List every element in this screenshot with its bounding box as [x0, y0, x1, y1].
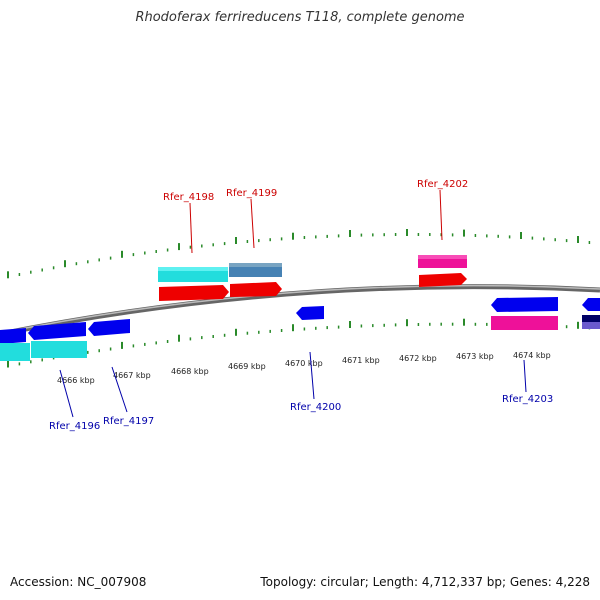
- gene-arrow-rfer-4204[interactable]: [582, 298, 600, 311]
- scale-label-4671: 4671 kbp: [342, 356, 380, 365]
- gene-arrow-rfer-4195[interactable]: [0, 328, 26, 344]
- gene-label-rfer-4202[interactable]: Rfer_4202: [417, 179, 468, 190]
- genome-backbone: [0, 284, 600, 337]
- scale-label-4667: 4667 kbp: [113, 371, 151, 380]
- feature-navy-rfer-4204[interactable]: [582, 315, 600, 322]
- gene-label-rfer-4198[interactable]: Rfer_4198: [163, 192, 214, 203]
- scale-label-4673: 4673 kbp: [456, 352, 494, 361]
- tick-row-top: [7, 229, 591, 279]
- gene-arrow-rfer-4200[interactable]: [296, 306, 324, 320]
- reverse-features: [0, 297, 600, 361]
- gene-arrow-rfer-4199[interactable]: [230, 282, 282, 297]
- scale-label-4669: 4669 kbp: [228, 362, 266, 371]
- gene-arrow-rfer-4197[interactable]: [88, 319, 130, 336]
- feature-cyan-rfer-4196[interactable]: [0, 343, 30, 361]
- gene-arrow-rfer-4196[interactable]: [28, 322, 86, 340]
- feature-cyan-rfer-4196b[interactable]: [31, 341, 87, 358]
- gene-label-rfer-4196[interactable]: Rfer_4196: [49, 421, 100, 432]
- gene-label-rfer-4203[interactable]: Rfer_4203: [502, 394, 553, 405]
- gene-arrow-rfer-4203[interactable]: [491, 297, 558, 312]
- accession-text: Accession: NC_007908: [10, 575, 147, 589]
- forward-features: [158, 255, 467, 301]
- leader-lines: [59, 189, 527, 418]
- feature-pink-rfer-4203[interactable]: [491, 316, 558, 330]
- scale-label-4666: 4666 kbp: [57, 376, 95, 385]
- scale-label-4670: 4670 kbp: [285, 359, 323, 368]
- feature-purple-rfer-4204[interactable]: [582, 322, 600, 329]
- map-title: Rhodoferax ferrireducens T118, complete …: [135, 10, 465, 25]
- gene-label-rfer-4197[interactable]: Rfer_4197: [103, 416, 154, 427]
- gene-arrow-rfer-4202[interactable]: [419, 273, 467, 287]
- scale-label-4668: 4668 kbp: [171, 367, 209, 376]
- genome-summary-text: Topology: circular; Length: 4,712,337 bp…: [260, 575, 590, 589]
- scale-label-4674: 4674 kbp: [513, 351, 551, 360]
- gene-label-rfer-4200[interactable]: Rfer_4200: [290, 402, 341, 413]
- gene-label-rfer-4199[interactable]: Rfer_4199: [226, 188, 277, 199]
- scale-label-4672: 4672 kbp: [399, 354, 437, 363]
- gene-arrow-rfer-4198[interactable]: [159, 285, 229, 301]
